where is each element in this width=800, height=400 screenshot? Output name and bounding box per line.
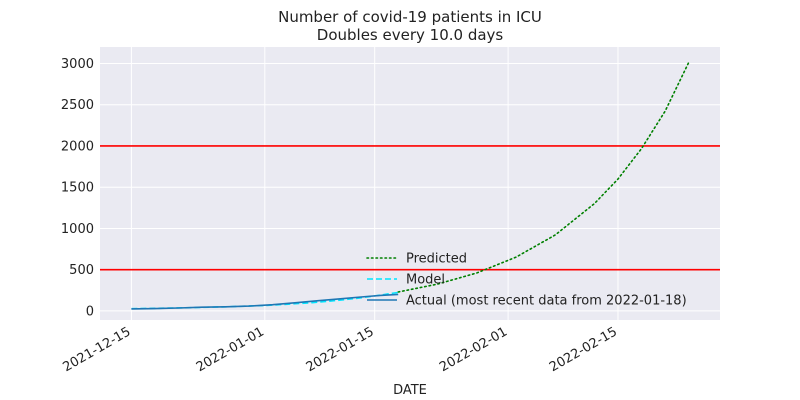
chart-title: Number of covid-19 patients in ICU: [278, 8, 542, 26]
y-tick-label: 2500: [61, 98, 94, 113]
legend-label: Model: [406, 273, 445, 288]
y-tick-label: 1500: [61, 181, 94, 196]
y-tick-label: 0: [86, 304, 94, 319]
y-tick-label: 3000: [61, 57, 94, 72]
y-axis: 0 500 1000 1500 2000 2500 3000: [61, 57, 94, 319]
legend-item-predicted: Predicted: [366, 252, 467, 267]
legend-label: Predicted: [406, 252, 467, 267]
x-tick-label: 2022-01-01: [194, 324, 267, 375]
x-tick-label: 2022-02-15: [547, 324, 620, 375]
legend-item-model: Model: [367, 273, 445, 288]
x-axis: 2021-12-15 2022-01-01 2022-01-15 2022-02-01…: [60, 324, 620, 375]
x-tick-label: 2022-02-01: [437, 324, 510, 375]
y-tick-label: 1000: [61, 222, 94, 237]
threshold-lines: [100, 145, 720, 271]
y-tick-label: 500: [69, 263, 94, 278]
x-axis-label: DATE: [393, 383, 427, 398]
series-line-actual: [131, 293, 399, 310]
x-tick-label: 2022-01-15: [304, 324, 377, 375]
legend-item-actual: Actual (most recent data from 2022-01-18…: [367, 294, 687, 309]
series-line-predicted: [397, 61, 690, 293]
series-lines: [131, 61, 690, 310]
y-tick-label: 2000: [61, 139, 94, 154]
x-tick-label: 2021-12-15: [60, 324, 133, 375]
legend: Predicted Model Actual (most recent data f…: [366, 252, 687, 309]
chart-subtitle: Doubles every 10.0 days: [317, 26, 504, 44]
legend-label: Actual (most recent data from 2022-01-18…: [406, 294, 687, 309]
plot-area: [100, 47, 720, 320]
